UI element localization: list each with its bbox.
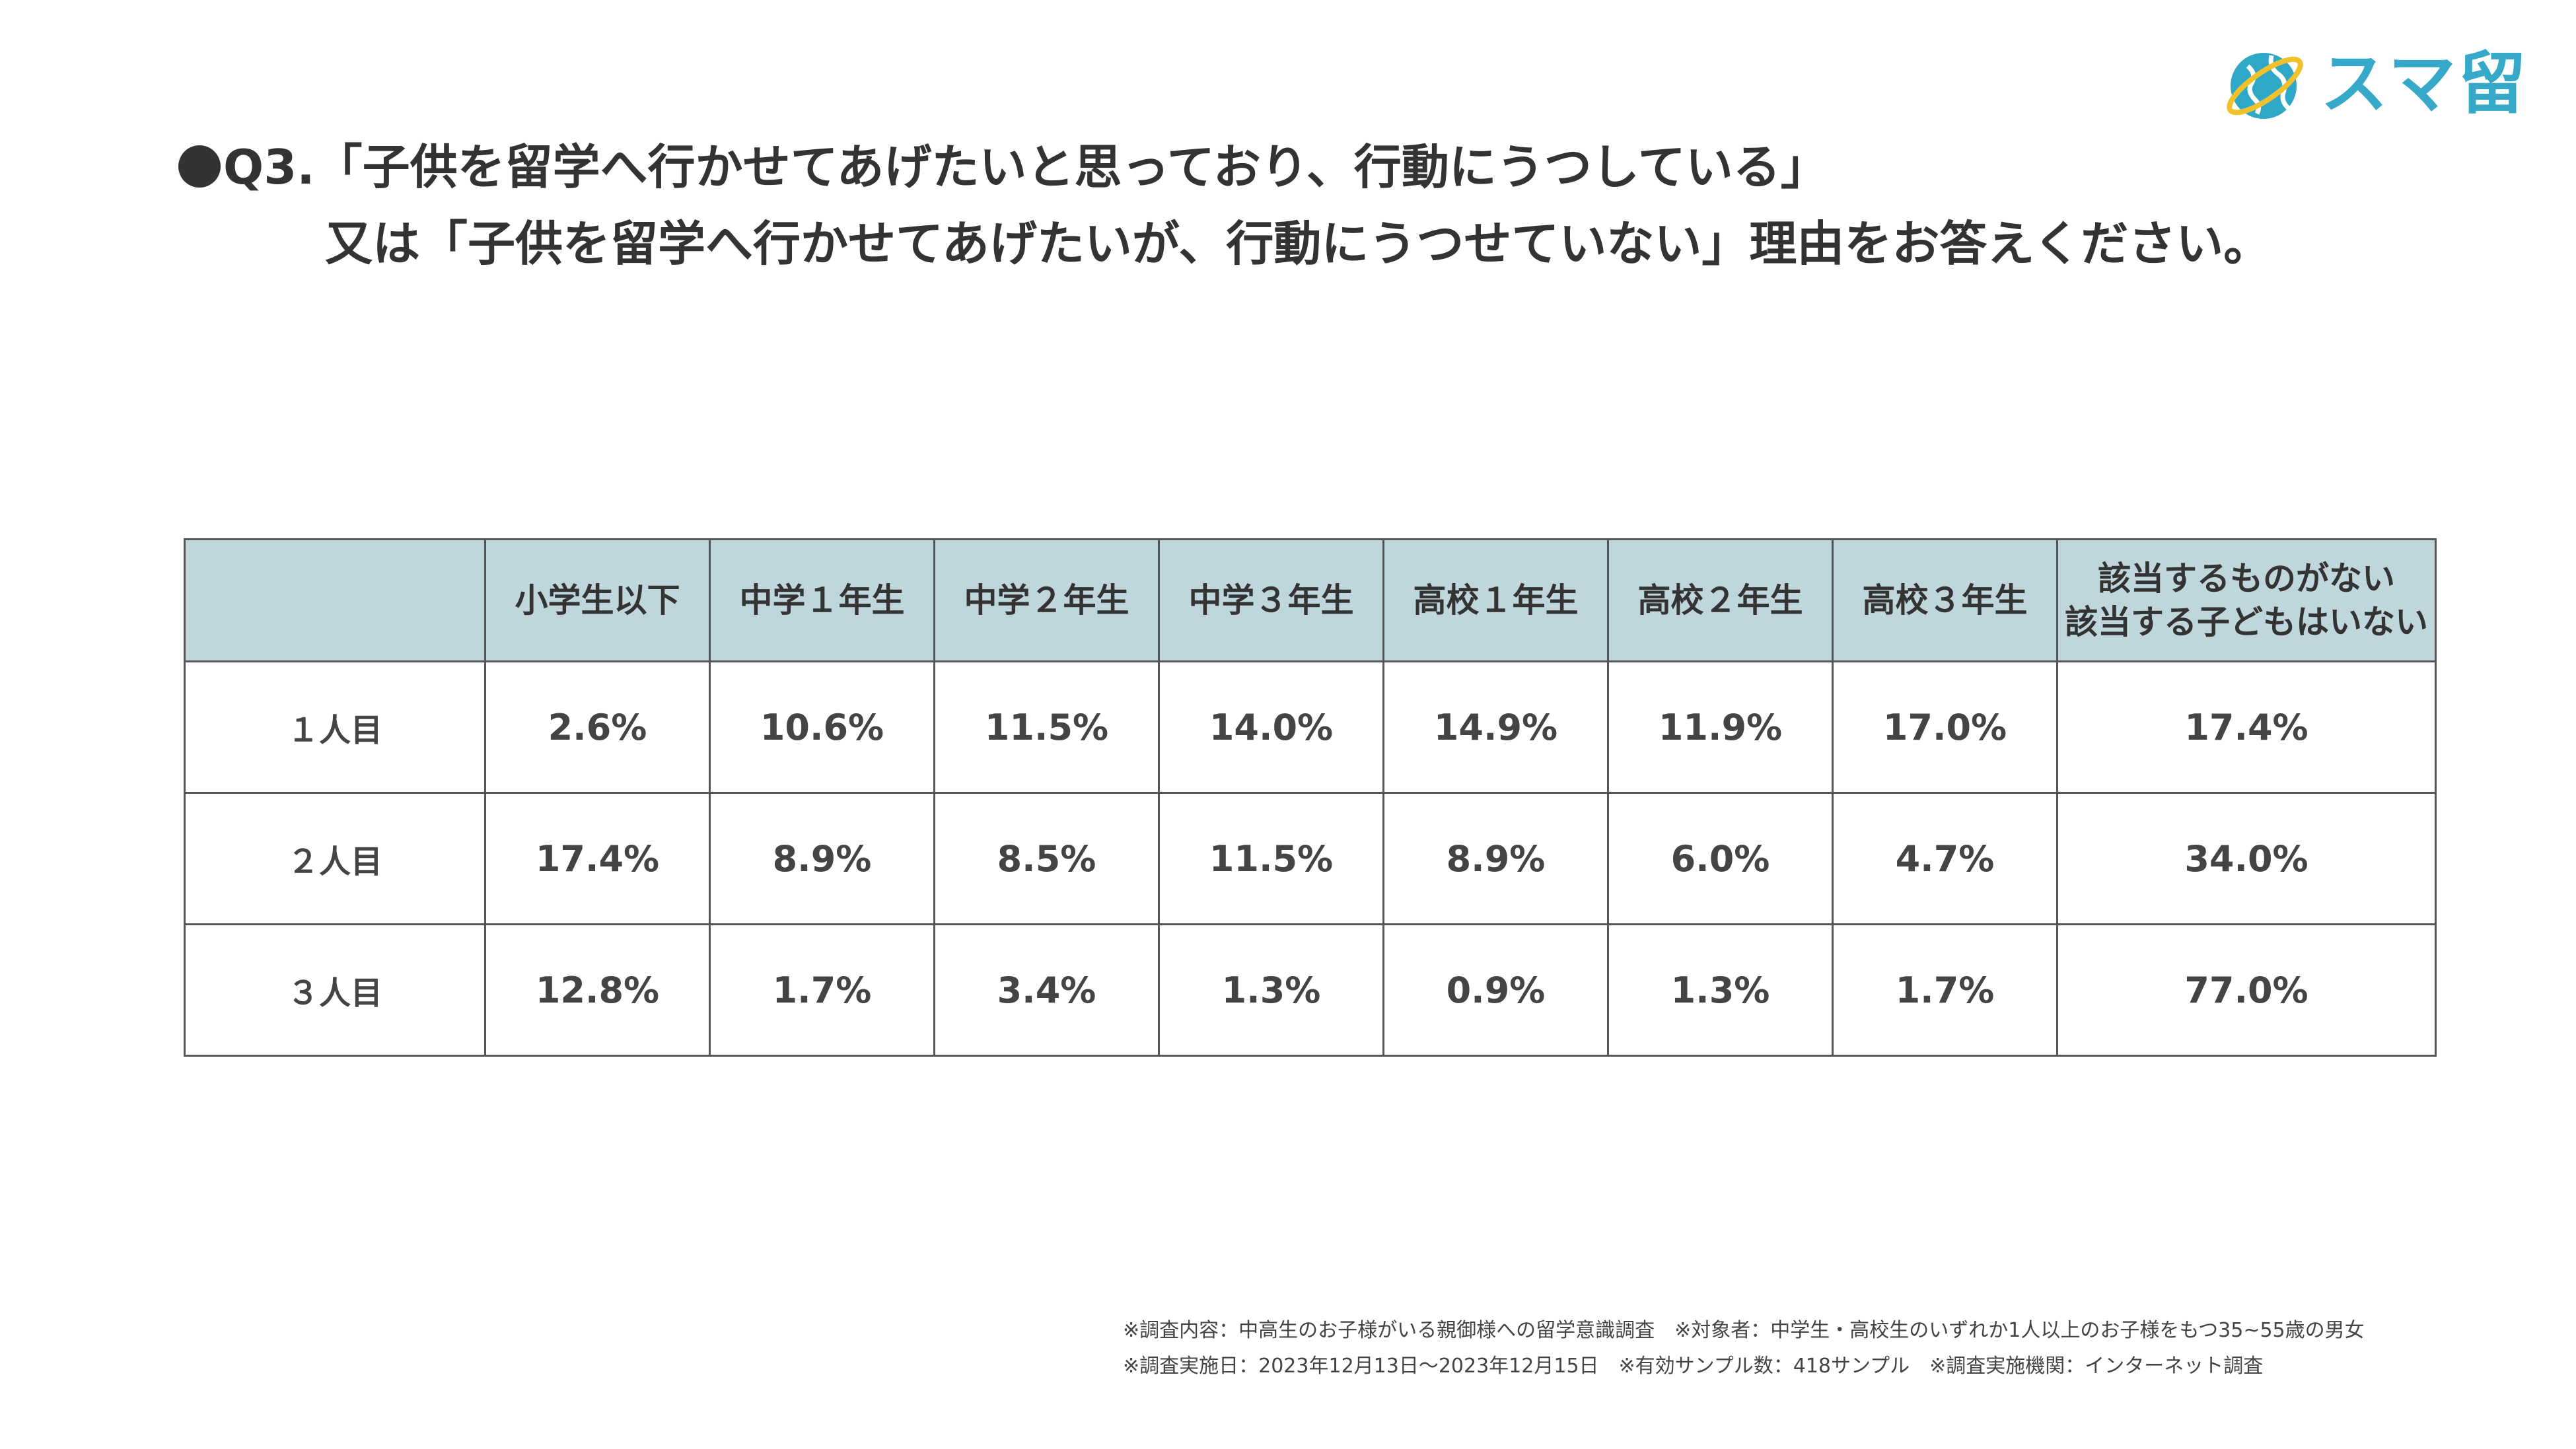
column-header-line1: 高校３年生 (1862, 581, 2028, 619)
table-cell: 17.4% (484, 792, 711, 925)
column-header: 中学１年生 (709, 538, 935, 662)
question-title: Q3.「子供を留学へ行かせてあげたいと思っており、行動にうつしている」 又は「子… (178, 129, 2271, 282)
table-cell: 77.0% (2056, 923, 2437, 1057)
table-cell: 1.7% (709, 923, 935, 1057)
question-title-line1-text: Q3.「子供を留学へ行かせてあげたいと思っており、行動にうつしている」 (223, 139, 1828, 195)
table-cell: 34.0% (2056, 792, 2437, 925)
column-header-line1: 高校２年生 (1637, 581, 1803, 619)
table-cell: 2.6% (484, 660, 711, 794)
table-cell: 14.0% (1158, 660, 1384, 794)
table-cell: 1.3% (1607, 923, 1834, 1057)
table-cell: 12.8% (484, 923, 711, 1057)
column-header-line2: 該当する子どもはいない (2065, 603, 2428, 641)
column-header: 高校２年生 (1607, 538, 1834, 662)
column-header-line1: 小学生以下 (515, 581, 680, 619)
table-row: ３人目 12.8% 1.7% 3.4% 1.3% 0.9% 1.3% 1.7% … (184, 923, 2437, 1057)
table-cell: 17.4% (2056, 660, 2437, 794)
table-cell: 11.5% (1158, 792, 1384, 925)
footnote-line1: ※調査内容：中高生のお子様がいる親御様への留学意識調査 ※対象者：中学生・高校生… (1123, 1319, 2365, 1342)
globe-icon (2227, 53, 2303, 119)
column-header: 中学２年生 (933, 538, 1160, 662)
brand-logo: スマ留 (2223, 45, 2526, 124)
column-header: 該当するものがない 該当する子どもはいない (2056, 538, 2437, 662)
footnote-line2: ※調査実施日：2023年12月13日～2023年12月15日 ※有効サンプル数：… (1123, 1355, 2264, 1378)
column-header-line1: 該当するものがない (2098, 559, 2395, 598)
column-header-line1: 中学２年生 (964, 581, 1129, 619)
table-cell: 6.0% (1607, 792, 1834, 925)
table-cell: 8.5% (933, 792, 1160, 925)
row-label: １人目 (184, 660, 486, 794)
column-header-line1: 中学３年生 (1188, 581, 1354, 619)
question-title-line2: 又は「子供を留学へ行かせてあげたいが、行動にうつせていない」理由をお答えください… (325, 216, 2272, 271)
column-header-line1: 高校１年生 (1413, 581, 1579, 619)
column-header-line1: 中学１年生 (739, 581, 905, 619)
row-label: ２人目 (184, 792, 486, 925)
corner-cell (184, 538, 486, 662)
table-row: ２人目 17.4% 8.9% 8.5% 11.5% 8.9% 6.0% 4.7%… (184, 792, 2437, 925)
table-cell: 3.4% (933, 923, 1160, 1057)
header-row: 小学生以下 中学１年生 中学２年生 中学３年生 高校１年生 高校２年生 高校３年… (184, 538, 2437, 662)
table-cell: 8.9% (709, 792, 935, 925)
table-cell: 17.0% (1832, 660, 2058, 794)
table-row: １人目 2.6% 10.6% 11.5% 14.0% 14.9% 11.9% 1… (184, 660, 2437, 794)
bullet-icon (178, 145, 221, 188)
table-cell: 4.7% (1832, 792, 2058, 925)
table-cell: 1.7% (1832, 923, 2058, 1057)
row-label: ３人目 (184, 923, 486, 1057)
table-cell: 8.9% (1382, 792, 1609, 925)
column-header: 高校３年生 (1832, 538, 2058, 662)
column-header: 小学生以下 (484, 538, 711, 662)
table-cell: 0.9% (1382, 923, 1609, 1057)
table-cell: 10.6% (709, 660, 935, 794)
brand-logo-text: スマ留 (2320, 45, 2528, 124)
table-cell: 14.9% (1382, 660, 1609, 794)
column-header: 高校１年生 (1382, 538, 1609, 662)
table-cell: 1.3% (1158, 923, 1384, 1057)
table-cell: 11.9% (1607, 660, 1834, 794)
column-header: 中学３年生 (1158, 538, 1384, 662)
footnotes: ※調査内容：中高生のお子様がいる親御様への留学意識調査 ※対象者：中学生・高校生… (1123, 1313, 2365, 1384)
table-cell: 11.5% (933, 660, 1160, 794)
results-table: 小学生以下 中学１年生 中学２年生 中学３年生 高校１年生 高校２年生 高校３年… (184, 538, 2437, 1057)
question-title-line1: Q3.「子供を留学へ行かせてあげたいと思っており、行動にうつしている」 (178, 129, 2271, 205)
